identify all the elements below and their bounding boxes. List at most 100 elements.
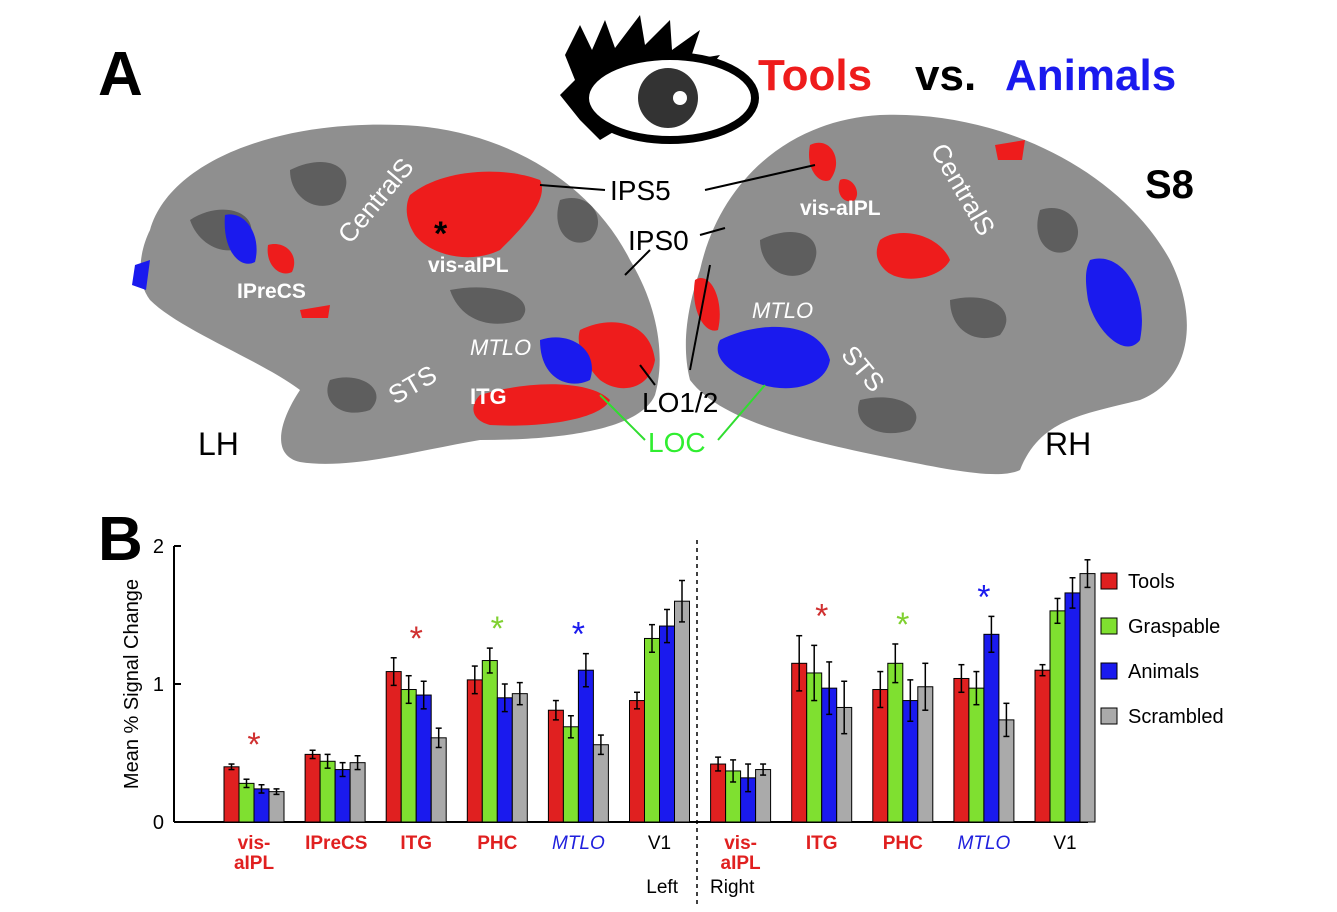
x-tick-label: vis-aIPL [233,833,275,874]
error-bar [988,615,995,654]
error-bar [745,763,752,793]
bar [349,762,366,823]
error-bar [501,683,508,713]
error-bar [582,652,589,688]
bar [415,694,432,823]
bar [983,633,1000,823]
group-label: Right [710,877,755,898]
region-label: vis-aIPL [428,254,509,277]
error-bar [679,579,685,623]
error-bar [1054,597,1061,625]
error-bar [258,783,265,794]
error-bar [567,714,574,739]
region-label: LOC [648,427,706,458]
bar [223,766,240,823]
y-tick-label: 2 [153,536,164,558]
error-bar [1003,702,1010,738]
significance-marker: * [410,620,423,658]
error-bar [486,647,493,674]
bar [238,782,255,823]
x-tick-label: ITG [400,833,433,854]
title-part: Tools [758,51,872,100]
legend-label: Scrambled [1128,706,1224,728]
region-label: MTLO [470,335,531,360]
x-tick-label: PHC [882,833,923,854]
error-bar [420,680,427,710]
error-bar [877,670,884,709]
bar [253,788,270,823]
bar [430,737,447,823]
bar [968,687,985,823]
significance-marker: * [977,578,990,616]
error-bar [597,734,604,756]
error-bar [796,634,803,692]
significance-marker: * [572,616,585,654]
error-bar [841,680,848,735]
region-label: IPS5 [610,175,671,206]
error-bar [634,691,640,710]
bar [547,709,564,823]
callout-lines [539,164,816,441]
error-bar [309,749,316,760]
error-bar [471,665,478,695]
bar [710,763,727,823]
bar [385,671,402,823]
x-tick-label: MTLO [552,833,605,854]
x-tick-label: ITG [805,833,838,854]
error-bar [516,681,523,706]
error-bar [405,674,412,705]
region-label: MTLO [752,298,813,323]
hemisphere-label: RH [1045,426,1091,462]
error-bar [811,644,818,702]
error-bar [273,788,280,796]
bar [496,697,513,823]
significance-marker: * [491,610,504,648]
bar [644,637,660,823]
legend-swatch [1100,662,1118,680]
legend-label: Graspable [1128,616,1220,638]
error-bar [649,623,655,654]
legend-swatch [1100,617,1118,635]
region-label: vis-aIPL [800,197,881,220]
panel-label: B [98,505,143,574]
significance-marker: * [896,606,909,644]
title-part: Animals [1005,51,1176,100]
bar [629,700,645,823]
error-bar [958,663,965,694]
error-bar [907,679,914,723]
error-bar [826,661,833,716]
bar [562,726,579,823]
error-bar [324,753,331,769]
region-label: ITG [470,384,507,409]
bar [953,677,970,823]
error-bar [1069,576,1076,609]
bar [755,769,772,823]
error-bar [552,699,559,721]
error-bar [1084,559,1091,589]
error-bar [1039,663,1046,677]
bar [466,679,483,823]
bar [1034,669,1051,823]
x-tick-label: PHC [477,833,518,854]
panel-label: A [98,40,143,109]
x-tick-label: vis-aIPL [720,833,761,874]
error-bar [354,755,361,771]
x-tick-label: MTLO [957,833,1011,854]
bar [1079,573,1096,823]
subject-label: S8 [1145,163,1194,207]
bar [481,660,498,823]
error-bar [730,759,737,783]
y-tick-label: 0 [153,812,164,834]
y-tick-label: 1 [153,674,164,696]
error-bar [922,662,929,711]
significance-marker: * [815,598,828,636]
bar [577,669,594,823]
bar [304,753,321,823]
bar [334,769,351,823]
region-label: IPS0 [628,225,689,256]
x-tick-label: V1 [1053,833,1077,854]
x-tick-label: V1 [647,833,672,854]
region-label: LO1/2 [642,387,718,418]
